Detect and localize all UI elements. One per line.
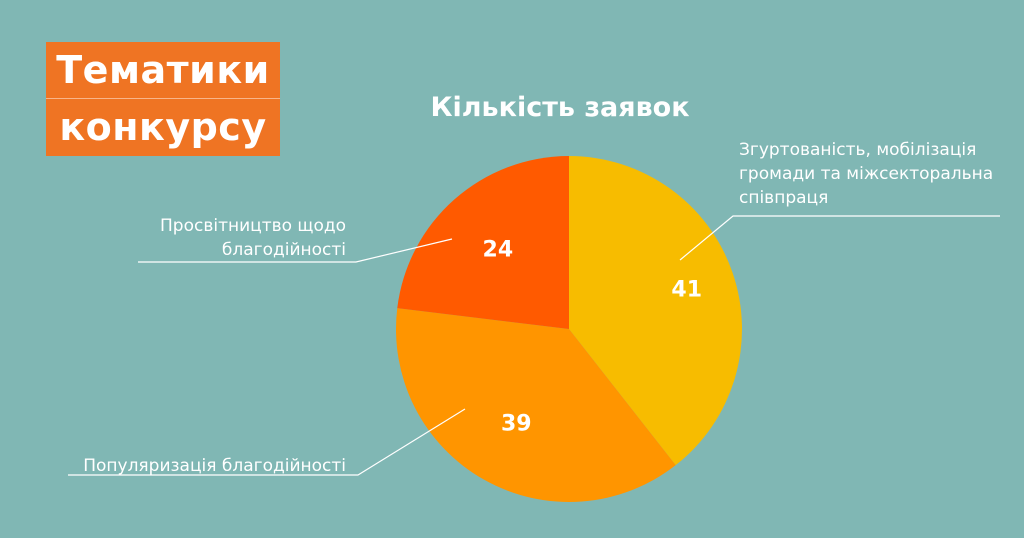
category-label-line: співпраця [739, 188, 829, 208]
badge-divider [46, 98, 280, 99]
value-label-education: 24 [483, 238, 514, 263]
leader-line [679, 215, 1000, 261]
badge-title-line1: Тематики [56, 48, 270, 92]
category-label-line: Просвітництво щодо [160, 216, 346, 236]
category-label-line: Згуртованість, мобілізація [739, 140, 977, 160]
pie-slice-cohesion [569, 156, 742, 466]
category-label-line: благодійності [221, 240, 346, 260]
pie-slice-popularization [396, 308, 676, 502]
leader-line [68, 408, 466, 476]
value-label-popularization: 39 [501, 411, 532, 436]
category-label-education: Просвітництво щодо благодійності [160, 214, 346, 262]
category-label-cohesion: Згуртованість, мобілізація громади та між… [739, 138, 993, 210]
topics-badge: Тематики конкурсу [46, 42, 280, 156]
value-label-cohesion: 41 [671, 277, 702, 302]
category-label-line: громади та міжсекторальна [739, 164, 994, 184]
pie-slice-education [397, 156, 569, 329]
category-label-line: Популяризація благодійності [83, 456, 346, 476]
chart-title: Кількість заявок [430, 92, 690, 123]
category-label-popularization: Популяризація благодійності [83, 454, 346, 478]
badge-title-line2: конкурсу [59, 105, 267, 149]
leader-line [138, 238, 453, 263]
